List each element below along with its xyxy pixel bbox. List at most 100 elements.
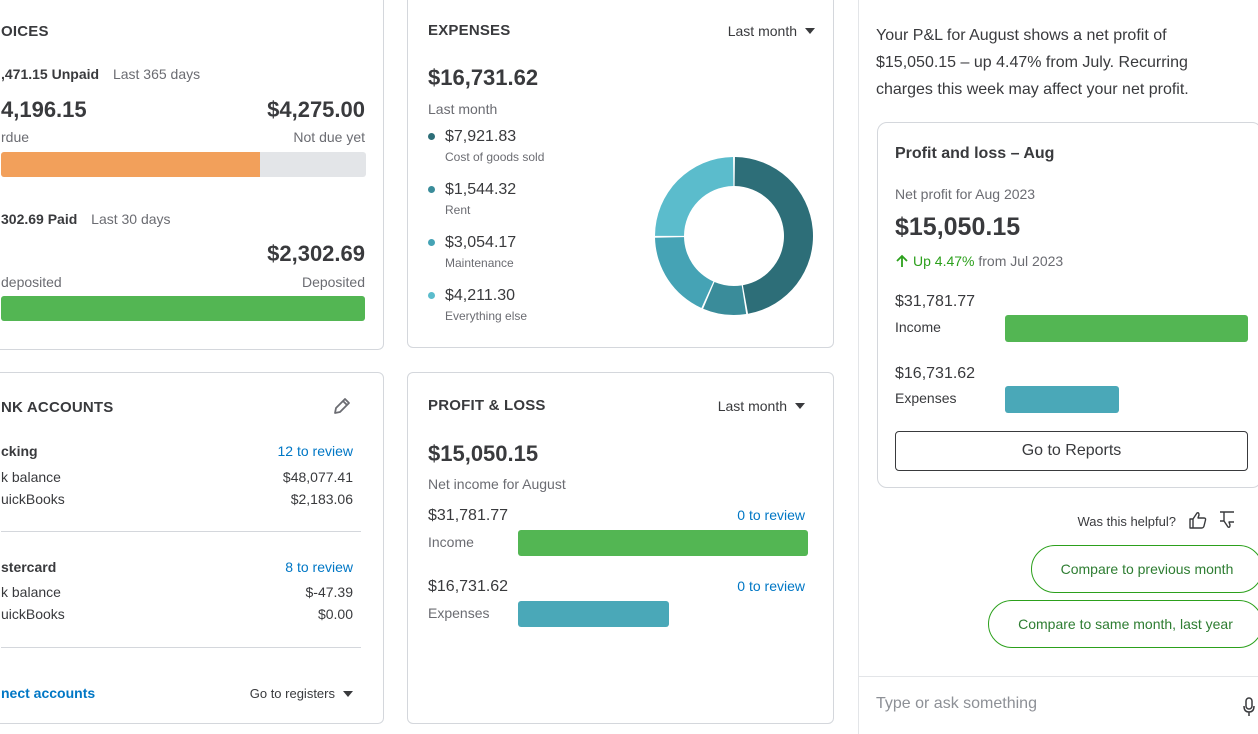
- pl-income-amount: $31,781.77: [428, 507, 509, 524]
- feedback-row: Was this helpful?: [1077, 511, 1234, 532]
- assistant-expenses-label: Expenses: [895, 390, 957, 406]
- caret-down-icon: [805, 28, 815, 34]
- deposited-bar-fill[interactable]: [1, 296, 365, 321]
- qb-balance-value: $0.00: [317, 606, 353, 622]
- assistant-card-title: Profit and loss – Aug: [895, 145, 1055, 162]
- account-name[interactable]: stercard: [1, 559, 57, 575]
- bank-accounts-title: NK ACCOUNTS: [1, 399, 114, 416]
- account-review-link[interactable]: 8 to review: [285, 559, 353, 575]
- profit-loss-card: PROFIT & LOSS Last month $15,050.15 Net …: [407, 372, 834, 724]
- expense-amount: $4,211.30: [445, 287, 515, 304]
- assistant-income-label: Income: [895, 319, 941, 335]
- legend-dot: [428, 292, 435, 299]
- overdue-amount: 4,196.15: [1, 97, 87, 122]
- paid-period: Last 30 days: [91, 211, 171, 227]
- deposited-bar[interactable]: [1, 296, 365, 321]
- pl-expenses-label: Expenses: [428, 605, 490, 621]
- assistant-expenses-amount: $16,731.62: [895, 365, 976, 382]
- compare-previous-month-button[interactable]: Compare to previous month: [1031, 545, 1258, 593]
- expense-label: Cost of goods sold: [445, 150, 545, 164]
- helpful-label: Was this helpful?: [1077, 514, 1176, 529]
- donut-slice-1[interactable]: [703, 282, 747, 315]
- expense-amount: $7,921.83: [445, 128, 517, 145]
- go-to-registers-dropdown[interactable]: Go to registers: [250, 686, 353, 701]
- legend-dot: [428, 239, 435, 246]
- notdue-amount: $4,275.00: [267, 97, 365, 122]
- pl-period-label: Last month: [717, 398, 787, 414]
- unpaid-bar[interactable]: [1, 152, 366, 177]
- expenses-title: EXPENSES: [428, 22, 511, 39]
- assistant-income-bar: [1005, 315, 1248, 342]
- expense-label: Rent: [445, 203, 471, 217]
- expenses-period-dropdown[interactable]: Last month: [728, 23, 815, 39]
- unpaid-amount: ,471.15 Unpaid: [1, 66, 100, 82]
- pl-expenses-amount: $16,731.62: [428, 578, 509, 595]
- profit-loss-title: PROFIT & LOSS: [428, 397, 546, 414]
- net-income-label: Net income for August: [428, 476, 566, 492]
- thumbs-up-icon[interactable]: [1188, 511, 1208, 532]
- overdue-bar-segment[interactable]: [1, 152, 261, 177]
- bank-balance-label: k balance: [1, 584, 61, 600]
- connect-accounts-link[interactable]: nect accounts: [1, 685, 96, 701]
- expense-label: Everything else: [445, 309, 528, 323]
- pencil-icon[interactable]: [331, 395, 353, 422]
- qb-balance-value: $2,183.06: [290, 491, 353, 507]
- deposited-label: Deposited: [301, 274, 365, 290]
- divider: [1, 647, 361, 648]
- unpaid-period: Last 365 days: [112, 66, 201, 82]
- change-rest: from Jul 2023: [974, 253, 1064, 269]
- assistant-change: Up 4.47% from Jul 2023: [895, 253, 1063, 271]
- income-review-link[interactable]: 0 to review: [737, 507, 805, 523]
- legend-dot: [428, 186, 435, 193]
- expenses-donut-chart[interactable]: [653, 155, 815, 317]
- donut-slice-3[interactable]: [655, 157, 734, 236]
- expense-item[interactable]: $3,054.17 Maintenance: [428, 234, 516, 270]
- paid-amount: 302.69 Paid: [1, 211, 78, 227]
- account-review-link[interactable]: 12 to review: [277, 443, 353, 459]
- invoices-card: OICES ,471.15 Unpaid Last 365 days 4,196…: [0, 0, 384, 350]
- pl-period-dropdown[interactable]: Last month: [718, 398, 805, 414]
- go-to-registers-label: Go to registers: [249, 686, 335, 701]
- expenses-review-link[interactable]: 0 to review: [737, 578, 805, 594]
- donut-slice-0[interactable]: [734, 157, 813, 314]
- expenses-bar[interactable]: [518, 601, 669, 627]
- expenses-card: EXPENSES Last month $16,731.62 Last mont…: [407, 0, 834, 348]
- expense-item[interactable]: $4,211.30 Everything else: [428, 287, 527, 323]
- income-bar[interactable]: [518, 530, 808, 556]
- expense-item[interactable]: $1,544.32 Rent: [428, 181, 516, 217]
- account-name[interactable]: cking: [1, 443, 38, 459]
- caret-down-icon: [795, 403, 805, 409]
- thumbs-down-icon[interactable]: [1220, 511, 1234, 532]
- bank-balance-value: $48,077.41: [282, 469, 353, 485]
- qb-balance-label: uickBooks: [1, 491, 65, 507]
- arrow-up-icon: [895, 254, 909, 271]
- overdue-label: rdue: [1, 129, 30, 145]
- deposited-amount: $2,302.69: [267, 241, 365, 266]
- assistant-net-label: Net profit for Aug 2023: [895, 186, 1036, 202]
- go-to-reports-button[interactable]: Go to Reports: [895, 431, 1248, 471]
- microphone-icon[interactable]: [1243, 697, 1255, 722]
- assistant-summary: Your P&L for August shows a net profit o…: [876, 27, 1189, 98]
- expenses-total: $16,731.62: [428, 65, 539, 90]
- qb-balance-label: uickBooks: [1, 606, 65, 622]
- compare-same-month-last-year-button[interactable]: Compare to same month, last year: [988, 600, 1258, 648]
- net-income-amount: $15,050.15: [428, 441, 539, 466]
- expense-label: Maintenance: [445, 256, 514, 270]
- assistant-panel: Your P&L for August shows a net profit o…: [858, 0, 1258, 734]
- expenses-period-label: Last month: [727, 23, 797, 39]
- notdue-label: Not due yet: [293, 129, 365, 145]
- chat-input[interactable]: [876, 695, 1216, 713]
- expense-amount: $1,544.32: [445, 181, 517, 198]
- bank-balance-value: $-47.39: [305, 584, 353, 600]
- bank-balance-label: k balance: [1, 469, 61, 485]
- assistant-income-amount: $31,781.77: [895, 293, 976, 310]
- invoices-title: OICES: [1, 23, 49, 40]
- caret-down-icon: [343, 690, 353, 697]
- chat-input-bar: [859, 676, 1258, 734]
- assistant-net-value: $15,050.15: [895, 213, 1021, 241]
- expenses-total-period: Last month: [428, 101, 498, 117]
- pl-income-label: Income: [428, 534, 474, 550]
- expense-item[interactable]: $7,921.83 Cost of goods sold: [428, 128, 544, 164]
- donut-slice-2[interactable]: [655, 237, 714, 308]
- divider: [1, 531, 361, 532]
